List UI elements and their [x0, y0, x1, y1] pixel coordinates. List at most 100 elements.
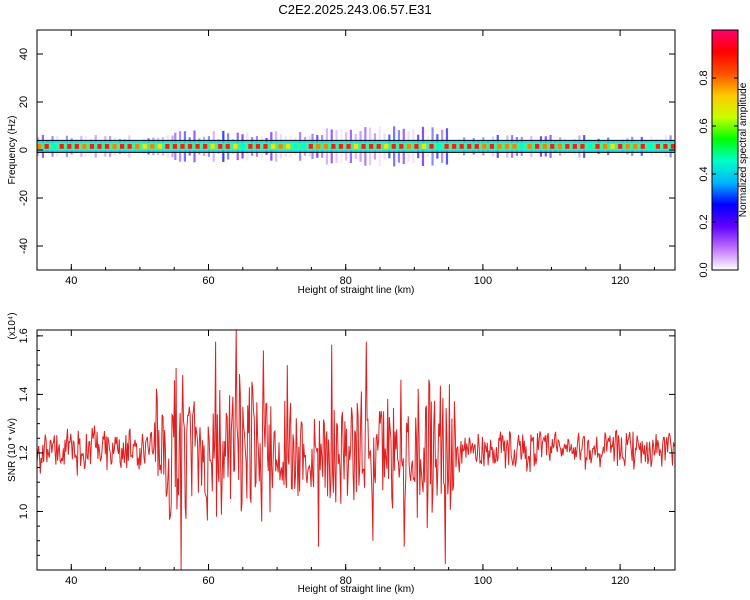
- band-core-cell: [406, 144, 411, 149]
- band-core-cell: [240, 144, 245, 149]
- band-core-cell: [157, 144, 162, 149]
- band-core-cell: [633, 144, 638, 149]
- band-core-cell: [618, 144, 623, 149]
- band-core-cell: [444, 144, 449, 149]
- figure-title: C2E2.2025.243.06.57.E31: [278, 2, 431, 17]
- spectral-band: [37, 126, 677, 167]
- band-core-cell: [353, 144, 359, 149]
- band-core-cell: [172, 144, 178, 149]
- snr-x-tick-label: 40: [65, 575, 77, 587]
- snr-x-tick-label: 120: [611, 575, 629, 587]
- band-core-cell: [225, 144, 230, 149]
- band-core-cell: [142, 144, 147, 149]
- band-core-cell: [165, 144, 170, 149]
- spectrogram-x-tick-label: 40: [65, 275, 77, 287]
- band-core-cell: [414, 144, 419, 149]
- band-core-cell: [429, 144, 434, 149]
- band-core-cell: [195, 144, 200, 149]
- band-core-cell: [640, 144, 645, 149]
- colorbar-label: Normalized spectral amplitude: [738, 82, 749, 217]
- band-core-cell: [535, 144, 540, 149]
- spectrogram-y-tick-label: 0: [18, 147, 30, 153]
- band-core-cell: [331, 144, 336, 149]
- band-core-cell: [482, 144, 487, 149]
- band-core-cell: [233, 144, 238, 149]
- band-core-cell: [369, 144, 374, 149]
- band-core-cell: [376, 144, 381, 149]
- colorbar-tick-label: 0.4: [698, 166, 710, 181]
- band-core-cell: [180, 144, 185, 149]
- band-core-cell: [44, 144, 49, 149]
- snr-x-tick-label: 60: [202, 575, 214, 587]
- band-core-cell: [565, 144, 570, 149]
- band-core-cell: [59, 144, 64, 149]
- band-core-cell: [436, 144, 442, 149]
- band-core-cell: [286, 144, 291, 149]
- band-core-cell: [587, 144, 593, 149]
- band-core-cell: [384, 144, 389, 149]
- band-core-cell: [527, 144, 532, 149]
- colorbar: 0.0 0.2 0.4 0.6 0.8 Normalized spectral ampl…: [698, 29, 749, 278]
- band-core-cell: [361, 144, 366, 149]
- band-core-cell: [150, 144, 155, 149]
- band-core-cell: [452, 144, 457, 149]
- snr-frame: [36, 329, 676, 571]
- spectrogram-y-tick-label: 20: [18, 96, 30, 108]
- spectrogram-x-tick-label: 120: [611, 275, 629, 287]
- band-core-cell: [550, 144, 555, 149]
- band-core-cell: [489, 144, 494, 149]
- band-core-cell: [557, 144, 562, 149]
- spectrogram-ticks: 40 60 80 100 120 -40 -20 0 20 40: [18, 30, 675, 287]
- spectrogram-y-tick-label: 40: [18, 48, 30, 60]
- band-core-cell: [519, 144, 525, 149]
- spectrogram-x-tick-label: 60: [202, 275, 214, 287]
- snr-y-tick-label: 1.6: [18, 328, 30, 343]
- band-core-cell: [135, 144, 140, 149]
- band-core-cell: [338, 144, 344, 149]
- band-core-cell: [263, 144, 268, 149]
- snr-x-tick-label: 80: [340, 575, 352, 587]
- colorbar-gradient: [712, 30, 738, 270]
- band-core-cell: [97, 144, 102, 149]
- spectrogram-x-label: Height of straight line (km): [298, 285, 415, 296]
- spectrogram-frame: [36, 29, 676, 271]
- colorbar-tick-label: 0.0: [698, 262, 710, 277]
- band-core-cell: [127, 144, 132, 149]
- snr-y-tick-label: 1.4: [18, 387, 30, 402]
- colorbar-tick-label: 0.2: [698, 214, 710, 229]
- snr-y-scale: (x10⁴): [7, 312, 18, 339]
- band-core-cell: [74, 144, 79, 149]
- band-core-cell: [497, 144, 502, 149]
- band-core-cell: [346, 144, 351, 149]
- band-core-cell: [270, 144, 276, 149]
- band-core-cell: [301, 144, 306, 149]
- band-core-cell: [602, 144, 608, 149]
- band-core-cell: [474, 144, 479, 149]
- snr-series-line: [36, 329, 675, 571]
- band-core-cell: [89, 144, 95, 149]
- band-core-cell: [421, 144, 427, 149]
- snr-y-tick-label: 1.2: [18, 445, 30, 460]
- snr-x-tick-label: 100: [474, 575, 492, 587]
- band-core-cell: [104, 144, 110, 149]
- band-core-cell: [648, 144, 653, 149]
- band-core-cell: [663, 144, 668, 149]
- spectrogram-x-tick-label: 100: [474, 275, 492, 287]
- colorbar-ticks: 0.0 0.2 0.4 0.6 0.8: [698, 70, 738, 278]
- band-core-cell: [655, 144, 660, 149]
- band-core-cell: [67, 144, 72, 149]
- band-core-cell: [210, 144, 215, 149]
- band-core-cell: [323, 144, 328, 149]
- band-core-cell: [512, 144, 517, 149]
- snr-ticks: 40 60 80 100 120 1.0 1.2 1.4 1.6: [18, 328, 675, 587]
- band-core-cell: [218, 144, 223, 149]
- band-core-cell: [459, 144, 464, 149]
- band-core-cell: [293, 144, 298, 149]
- band-core-cell: [308, 144, 313, 149]
- band-core-cell: [595, 144, 600, 149]
- spectrogram-x-tick-label: 80: [340, 275, 352, 287]
- band-core-cell: [399, 144, 404, 149]
- spectrogram-y-tick-label: -40: [18, 238, 30, 254]
- band-core-cell: [467, 144, 472, 149]
